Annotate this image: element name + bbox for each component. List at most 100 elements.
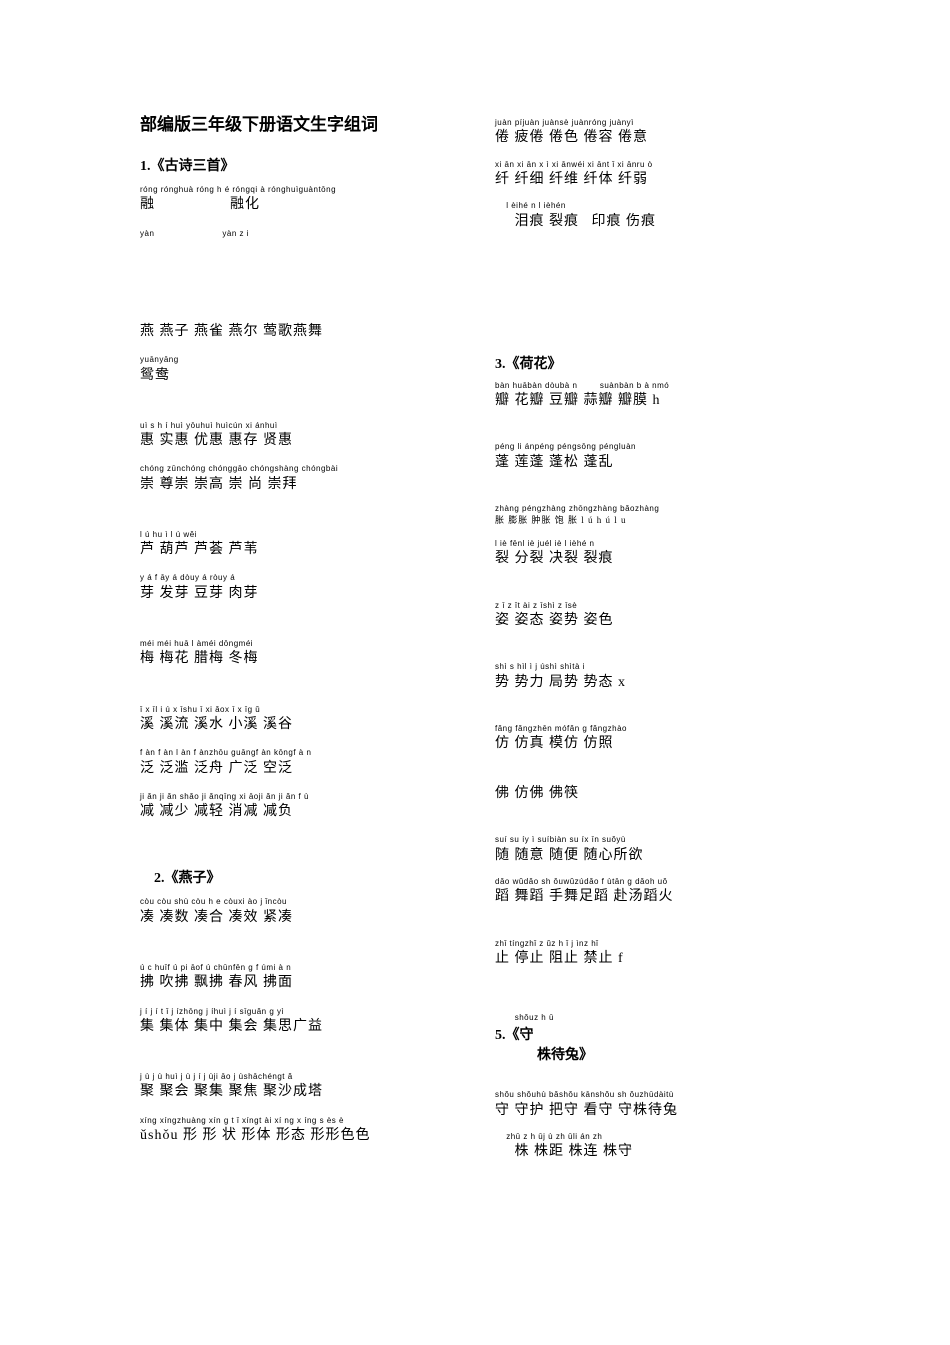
vocab-entry: l èihé n l ièhén 泪痕 裂痕 印痕 伤痕 <box>495 201 810 231</box>
pinyin-line: bàn huābàn dòubà n suànbàn b à nmó <box>495 381 810 391</box>
pinyin-line: ī x īl i ú x īshu ī xi ǎox ī x īg ǔ <box>140 705 455 715</box>
hanzi-line: 止 停止 阻止 禁止 f <box>495 950 810 968</box>
pinyin-line: zhàng péngzhàng zhōngzhàng bǎozhàng <box>495 504 810 514</box>
spacer <box>495 1070 810 1082</box>
vocab-entry: 佛 仿佛 佛筷 <box>495 785 810 803</box>
vocab-entry: ú c huīf ú pi āof ú chūnfēn g f úmi à n拂… <box>140 963 455 993</box>
vocab-entry: ī x īl i ú x īshu ī xi ǎox ī x īg ǔ溪 溪流 … <box>140 705 455 735</box>
pinyin-line: shì s hìl ì j úshì shìtà i <box>495 662 810 672</box>
vocab-entry: uì s h í huì yōuhuì huìcún xi ánhuì惠 实惠 … <box>140 421 455 451</box>
lesson-heading: shǒuz h ū5.《守 株待兔》 <box>495 1012 810 1064</box>
hanzi-line: 胀 膨胀 肿胀 饱 胀 l ú h ú l u <box>495 515 810 527</box>
hanzi-line: 随 随意 随便 随心所欲 <box>495 847 810 865</box>
hanzi-line: 仿 仿真 模仿 仿照 <box>495 735 810 753</box>
spacer <box>495 484 810 496</box>
spacer <box>495 422 810 434</box>
spacer <box>495 303 810 333</box>
pinyin-line: ú c huīf ú pi āof ú chūnfēn g f úmi à n <box>140 963 455 973</box>
pinyin-line: péng li ánpéng péngsōng péngluàn <box>495 442 810 452</box>
vocab-entry: yàn yàn z i <box>140 229 455 239</box>
pinyin-line: zhǐ tíngzhǐ z ǔz h ǐ j ìnz hǐ <box>495 939 810 949</box>
pinyin-line: dǎo wǔdǎo sh ǒuwǔzúdǎo f ùtān g dǎoh uǒ <box>495 877 810 887</box>
vocab-entry: péng li ánpéng péngsōng péngluàn 蓬 莲蓬 蓬松 … <box>495 442 810 472</box>
spacer <box>495 765 810 777</box>
pinyin-line: róng rónghuà róng h é róngqi à rónghuìgu… <box>140 185 455 195</box>
hanzi-line: 减 减少 减轻 消减 减负 <box>140 803 455 821</box>
spacer <box>495 273 810 303</box>
pinyin-line: z ī z īt ài z īshì z īsè <box>495 601 810 611</box>
vocab-entry: dǎo wǔdǎo sh ǒuwǔzúdǎo f ùtān g dǎoh uǒ蹈… <box>495 877 810 907</box>
hanzi-line: 惠 实惠 优惠 惠存 贤惠 <box>140 432 455 450</box>
hanzi-line: 凑 凑数 凑合 凑效 紧凑 <box>140 909 455 927</box>
vocab-entry: chóng zūnchóng chónggāo chóngshàng chóng… <box>140 464 455 494</box>
vocab-entry: y á f āy á dòuy á ròuy á芽 发芽 豆芽 肉芽 <box>140 573 455 603</box>
spacer <box>495 980 810 992</box>
hanzi-line: 裂 分裂 决裂 裂痕 <box>495 550 810 568</box>
hanzi-line: 佛 仿佛 佛筷 <box>495 785 810 803</box>
hanzi-line: 瓣 花瓣 豆瓣 蒜瓣 瓣膜 h <box>495 392 810 410</box>
pinyin-line: juàn píjuàn juànsè juànróng juànyì <box>495 118 810 128</box>
vocab-entry: 燕 燕子 燕雀 燕尔 莺歌燕舞 <box>140 323 455 341</box>
document-title: 部编版三年级下册语文生字组词 <box>140 110 455 135</box>
spacer <box>495 243 810 273</box>
pinyin-line: ji ǎn ji ǎn shǎo ji ǎnqīng xi āoji ǎn ji… <box>140 792 455 802</box>
vocab-entry: còu còu shù còu h e còuxi ào j ǐncòu 凑 凑数… <box>140 897 455 927</box>
hanzi-line: 蹈 舞蹈 手舞足蹈 赴汤蹈火 <box>495 888 810 906</box>
hanzi-line: 泛 泛滥 泛舟 广泛 空泛 <box>140 760 455 778</box>
pinyin-line: l èihé n l ièhén <box>495 201 810 211</box>
spacer <box>495 581 810 593</box>
hanzi-line: 溪 溪流 溪水 小溪 溪谷 <box>140 716 455 734</box>
pinyin-line: shǒu shǒuhù bǎshǒu kānshǒu sh ǒuzhūdàitù <box>495 1090 810 1100</box>
hanzi-line: 势 势力 局势 势态 x <box>495 674 810 692</box>
vocab-entry: z ī z īt ài z īshì z īsè姿 姿态 姿势 姿色 <box>495 601 810 631</box>
pinyin-line: zhū z h ūj ù zh ūli án zh <box>495 1132 810 1142</box>
pinyin-line: yuānyāng <box>140 355 455 365</box>
vocab-entry: ji ǎn ji ǎn shǎo ji ǎnqīng xi āoji ǎn ji… <box>140 792 455 822</box>
pinyin-line: j ù j ù huì j ù j í j ùji āo j ùshāchéng… <box>140 1072 455 1082</box>
hanzi-line: 聚 聚会 聚集 聚焦 聚沙成塔 <box>140 1083 455 1101</box>
hanzi-line: ǔshǒu 形 形 状 形体 形态 形形色色 <box>140 1127 455 1145</box>
spacer <box>140 683 455 695</box>
pinyin-line: xi ān xi ān x ì xi ānwéi xi ānt ǐ xi ānr… <box>495 160 810 170</box>
hanzi-line: 5.《守 <box>495 1024 810 1044</box>
hanzi-line: 鸳鸯 <box>140 367 455 385</box>
spacer <box>140 835 455 847</box>
vocab-entry: l iè fēnl iè juél iè l ièhé n裂 分裂 决裂 裂痕 <box>495 539 810 569</box>
vocab-entry: suí su íy ì suíbiàn su íx īn suǒyù随 随意 随… <box>495 835 810 865</box>
hanzi-line: 倦 疲倦 倦色 倦容 倦意 <box>495 129 810 147</box>
pinyin-line: yàn yàn z i <box>140 229 455 239</box>
hanzi-line: 崇 尊崇 崇高 崇 尚 崇拜 <box>140 476 455 494</box>
vocab-entry: zhū z h ūj ù zh ūli án zh 株 株距 株连 株守 <box>495 1132 810 1162</box>
pinyin-line: y á f āy á dòuy á ròuy á <box>140 573 455 583</box>
spacer <box>495 919 810 931</box>
hanzi-line: 融 融化 <box>140 196 455 214</box>
spacer <box>140 617 455 629</box>
vocab-entry: bàn huābàn dòubà n suànbàn b à nmó瓣 花瓣 豆… <box>495 381 810 411</box>
hanzi-line: 蓬 莲蓬 蓬松 蓬乱 <box>495 454 810 472</box>
spacer <box>140 283 455 313</box>
vocab-entry: yuānyāng 鸳鸯 <box>140 355 455 385</box>
hanzi-line: 集 集体 集中 集会 集思广益 <box>140 1018 455 1036</box>
hanzi-line: 拂 吹拂 飘拂 春风 拂面 <box>140 974 455 992</box>
spacer <box>495 704 810 716</box>
spacer <box>140 399 455 411</box>
pinyin-line: uì s h í huì yōuhuì huìcún xi ánhuì <box>140 421 455 431</box>
hanzi-line: 芦 葫芦 芦荟 芦苇 <box>140 541 455 559</box>
lesson-heading: 1.《古诗三首》 <box>140 155 455 175</box>
vocab-entry: j í j í t ǐ j ízhōng j íhuì j í sīguǎn g… <box>140 1007 455 1037</box>
vocab-entry: zhàng péngzhàng zhōngzhàng bǎozhàng胀 膨胀 … <box>495 504 810 527</box>
hanzi-line: 守 守护 把守 看守 守株待兔 <box>495 1102 810 1120</box>
vocab-entry: juàn píjuàn juànsè juànróng juànyì倦 疲倦 倦… <box>495 118 810 148</box>
pinyin-line: l ú hu ì l ú wěi <box>140 530 455 540</box>
spacer <box>495 815 810 827</box>
lesson-heading: 2.《燕子》 <box>140 867 455 887</box>
hanzi-line: 燕 燕子 燕雀 燕尔 莺歌燕舞 <box>140 323 455 341</box>
hanzi-line: 泪痕 裂痕 印痕 伤痕 <box>495 213 810 231</box>
vocab-entry: xíng xíngzhuàng xín g t ǐ xíngt ài xí ng… <box>140 1116 455 1146</box>
spacer <box>140 1050 455 1062</box>
vocab-entry: fǎng fǎngzhēn mófǎn g fǎngzhào仿 仿真 模仿 仿照 <box>495 724 810 754</box>
hanzi-line: 姿 姿态 姿势 姿色 <box>495 612 810 630</box>
vocab-entry: róng rónghuà róng h é róngqi à rónghuìgu… <box>140 185 455 215</box>
pinyin-line: còu còu shù còu h e còuxi ào j ǐncòu <box>140 897 455 907</box>
pinyin-line: j í j í t ǐ j ízhōng j íhuì j í sīguǎn g… <box>140 1007 455 1017</box>
